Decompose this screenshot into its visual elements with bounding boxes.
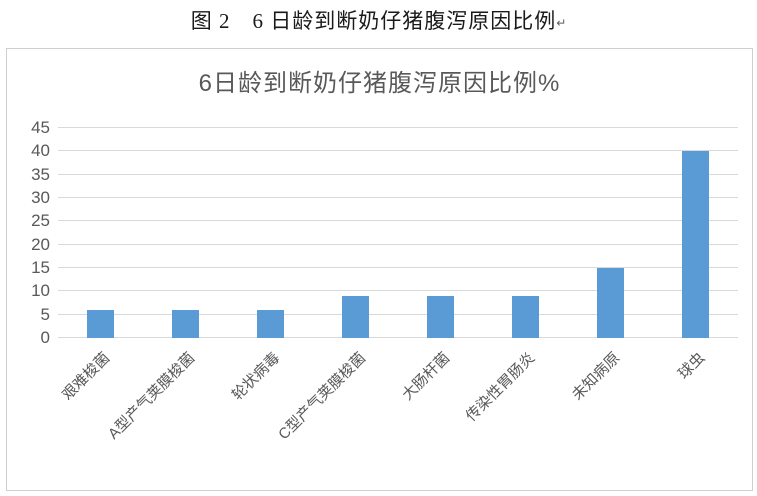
x-axis-label: 艰难梭菌	[59, 349, 114, 404]
bar-chart: 6日龄到断奶仔猪腹泻原因比例% 0 5 10 15 20 25 30 35 40 45 艰难梭菌 A型…	[6, 48, 753, 491]
bar	[87, 310, 114, 338]
gridline	[58, 127, 738, 128]
y-axis-tick-label: 10	[31, 281, 50, 301]
bar	[682, 151, 709, 338]
x-axis-label: 球虫	[675, 349, 709, 383]
y-axis-tick-label: 0	[40, 328, 50, 347]
x-axis-label: C型产气荚膜梭菌	[274, 349, 369, 444]
gridline	[58, 337, 738, 338]
figure-caption: 图 2 6 日龄到断奶仔猪腹泻原因比例↵	[0, 7, 757, 37]
figure-caption-text: 图 2 6 日龄到断奶仔猪腹泻原因比例	[190, 9, 557, 33]
x-axis-label: 传染性胃肠炎	[463, 349, 539, 425]
bar	[427, 296, 454, 338]
gridline	[58, 267, 738, 268]
gridline	[58, 313, 738, 315]
gridline	[58, 173, 738, 175]
bar	[597, 268, 624, 338]
bar	[257, 310, 284, 338]
x-axis-label: 未知病原	[569, 349, 624, 404]
bar	[342, 296, 369, 338]
gridline	[58, 150, 738, 152]
chart-title: 6日龄到断奶仔猪腹泻原因比例%	[198, 70, 561, 97]
bar	[172, 310, 199, 338]
y-axis-tick-label: 5	[40, 304, 50, 324]
y-axis-tick-label: 25	[31, 211, 50, 231]
paragraph-return-mark: ↵	[556, 16, 567, 30]
y-axis-tick-label: 40	[31, 141, 50, 161]
bar	[512, 296, 539, 338]
gridline	[58, 220, 738, 222]
y-axis-tick-label: 20	[31, 234, 50, 254]
y-axis-tick-label: 30	[31, 188, 50, 207]
gridline	[58, 243, 738, 245]
x-axis-label: A型产气荚膜梭菌	[105, 349, 199, 443]
x-axis-label: 轮状病毒	[229, 349, 284, 404]
gridline	[58, 290, 738, 292]
y-axis-tick-label: 45	[31, 118, 50, 137]
x-axis-label: 大肠杆菌	[399, 349, 454, 404]
plot-area: 0 5 10 15 20 25 30 35 40 45 艰难梭菌 A型产气荚膜梭菌 轮状病毒 C型产气荚膜…	[31, 118, 738, 443]
y-axis-tick-label: 35	[31, 164, 50, 184]
y-axis-tick-label: 15	[31, 258, 50, 277]
gridline	[58, 197, 738, 198]
